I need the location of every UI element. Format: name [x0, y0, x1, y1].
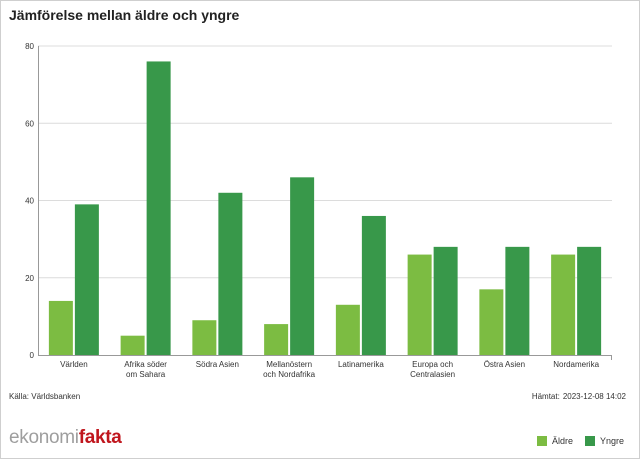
- x-tick-label-line: Centralasien: [410, 370, 455, 379]
- legend-swatch-aldre: [536, 436, 547, 446]
- bar-aldre-2: [192, 320, 217, 355]
- x-tick-label-0: Världen: [60, 360, 88, 369]
- bar-aldre-3: [264, 324, 289, 355]
- x-tick-label-2: Södra Asien: [196, 360, 239, 369]
- y-tick-label-80: 80: [25, 42, 34, 51]
- y-tick-label-40: 40: [25, 197, 34, 206]
- bar-yngre-3: [290, 177, 315, 355]
- x-tick-label-5: Europa och Centralasien: [410, 360, 455, 379]
- bar-aldre-7: [551, 254, 576, 355]
- x-tick-label-1: Afrika söder om Sahara: [124, 360, 167, 379]
- fetched-timestamp: Hämtat: 2023-12-08 14:02: [529, 392, 626, 401]
- bar-yngre-0: [74, 204, 99, 355]
- x-tick-label-6: Östra Asien: [484, 360, 525, 369]
- y-tick-label-0: 0: [30, 351, 35, 360]
- bars: [48, 61, 602, 355]
- bar-aldre-1: [120, 335, 145, 355]
- x-tick-label-line: Östra Asien: [484, 360, 525, 369]
- bar-yngre-2: [218, 192, 243, 355]
- x-tick-label-line: Världen: [60, 360, 88, 369]
- bar-yngre-1: [146, 61, 171, 355]
- bar-yngre-5: [433, 246, 458, 355]
- bar-aldre-5: [407, 254, 432, 355]
- legend-item-aldre[interactable]: Äldre: [536, 436, 573, 446]
- legend: Äldre Yngre: [536, 436, 624, 446]
- logo-part-fakta: fakta: [78, 427, 122, 448]
- x-tick-label-line: Nordamerika: [553, 360, 599, 369]
- y-axis-ticks: 0 20 40 60 80: [25, 42, 34, 360]
- legend-label-aldre: Äldre: [551, 436, 573, 446]
- bar-aldre-4: [335, 304, 360, 355]
- x-tick-label-line: och Nordafrika: [263, 370, 316, 379]
- chart-title: Jämförelse mellan äldre och yngre: [9, 7, 240, 23]
- x-tick-label-line: Latinamerika: [338, 360, 384, 369]
- x-tick-label-line: Afrika söder: [124, 360, 167, 369]
- bar-yngre-4: [361, 215, 386, 355]
- source-note: Källa: Världsbanken: [9, 392, 81, 401]
- y-tick-label-60: 60: [25, 119, 34, 128]
- gridlines: [38, 45, 612, 279]
- bar-aldre-0: [48, 300, 73, 355]
- legend-swatch-yngre: [584, 436, 595, 446]
- fetched-label: Hämtat:: [531, 392, 560, 401]
- x-tick-label-line: om Sahara: [126, 370, 166, 379]
- x-tick-label-7: Nordamerika: [553, 360, 599, 369]
- bar-yngre-7: [577, 246, 602, 355]
- x-axis: [38, 46, 612, 360]
- x-tick-label-4: Latinamerika: [338, 360, 384, 369]
- bar-aldre-6: [479, 289, 504, 355]
- logo-part-ekonomi: ekonomi: [9, 427, 79, 448]
- bar-yngre-6: [505, 246, 530, 355]
- x-axis-labels: Världen Afrika söder om Sahara Södra Asien M…: [60, 360, 599, 379]
- ekonomifakta-logo[interactable]: ekonomifakta: [9, 428, 122, 447]
- x-tick-label-line: Södra Asien: [196, 360, 239, 369]
- fetched-value: 2023-12-08 14:02: [562, 392, 626, 401]
- legend-label-yngre: Yngre: [599, 436, 624, 446]
- y-tick-label-20: 20: [25, 274, 34, 283]
- x-tick-label-line: Mellanöstern: [266, 360, 312, 369]
- x-tick-label-3: Mellanöstern och Nordafrika: [263, 360, 316, 379]
- x-tick-label-line: Europa och: [412, 360, 453, 369]
- legend-item-yngre[interactable]: Yngre: [584, 436, 624, 446]
